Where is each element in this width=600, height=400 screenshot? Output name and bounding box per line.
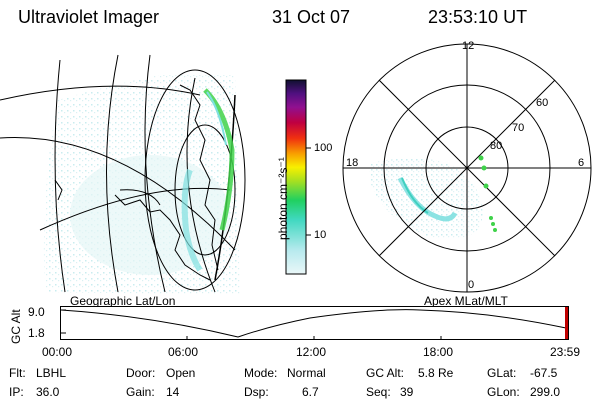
timeline-axis-label: GC Alt: [9, 309, 23, 344]
glat-label: GLat:: [487, 366, 517, 380]
colorbar-tick-10: 10: [314, 229, 327, 241]
polar-plot: [342, 43, 592, 293]
left-panel-caption: Geographic Lat/Lon: [70, 294, 176, 308]
date-label: 31 Oct 07: [272, 7, 351, 27]
seq-label: Seq:: [366, 385, 391, 399]
timeline-xtick-2359: 23:59: [550, 345, 581, 359]
mode-label: Mode:: [244, 366, 278, 380]
timeline-xtick-0000: 00:00: [42, 345, 73, 359]
gcalt-value: 5.8 Re: [418, 366, 454, 380]
door-label: Door:: [126, 366, 156, 380]
mlt-label-12: 12: [462, 40, 475, 52]
mlt-label-0: 0: [468, 279, 475, 291]
mode-value: Normal: [287, 366, 326, 380]
door-value: Open: [166, 366, 196, 380]
dsp-label: Dsp:: [244, 385, 269, 399]
instrument-title: Ultraviolet Imager: [18, 7, 160, 27]
flt-label: Flt:: [9, 366, 26, 380]
gain-value: 14: [166, 385, 180, 399]
glon-label: GLon:: [487, 385, 520, 399]
geographic-map: [0, 54, 246, 295]
timeline-xtick-0600: 06:00: [168, 345, 199, 359]
ip-value: 36.0: [36, 385, 60, 399]
lat-label-60: 60: [536, 97, 549, 109]
timeline-ytick-low: 1.8: [28, 326, 45, 340]
timeline-plot: [60, 306, 569, 340]
right-panel-caption: Apex MLat/MLT: [424, 294, 508, 308]
timeline-xtick-1200: 12:00: [296, 345, 327, 359]
colorbar: [285, 79, 311, 275]
glon-value: 299.0: [530, 385, 561, 399]
gcalt-label: GC Alt:: [366, 366, 405, 380]
lat-label-70: 70: [512, 122, 525, 134]
flt-value: LBHL: [36, 366, 67, 380]
timeline-ytick-high: 9.0: [28, 305, 45, 319]
mlt-label-6: 6: [578, 157, 585, 169]
timeline-xtick-1800: 18:00: [423, 345, 454, 359]
seq-value: 39: [400, 385, 414, 399]
colorbar-unit-label: photon cm⁻²s⁻¹: [276, 157, 290, 240]
colorbar-tick-100: 100: [314, 142, 333, 154]
ip-label: IP:: [9, 385, 24, 399]
glat-value: -67.5: [530, 366, 558, 380]
gain-label: Gain:: [126, 385, 155, 399]
mlt-label-18: 18: [346, 157, 359, 169]
time-label: 23:53:10 UT: [428, 7, 528, 27]
lat-label-80: 80: [490, 140, 503, 152]
dsp-value: 6.7: [302, 385, 319, 399]
